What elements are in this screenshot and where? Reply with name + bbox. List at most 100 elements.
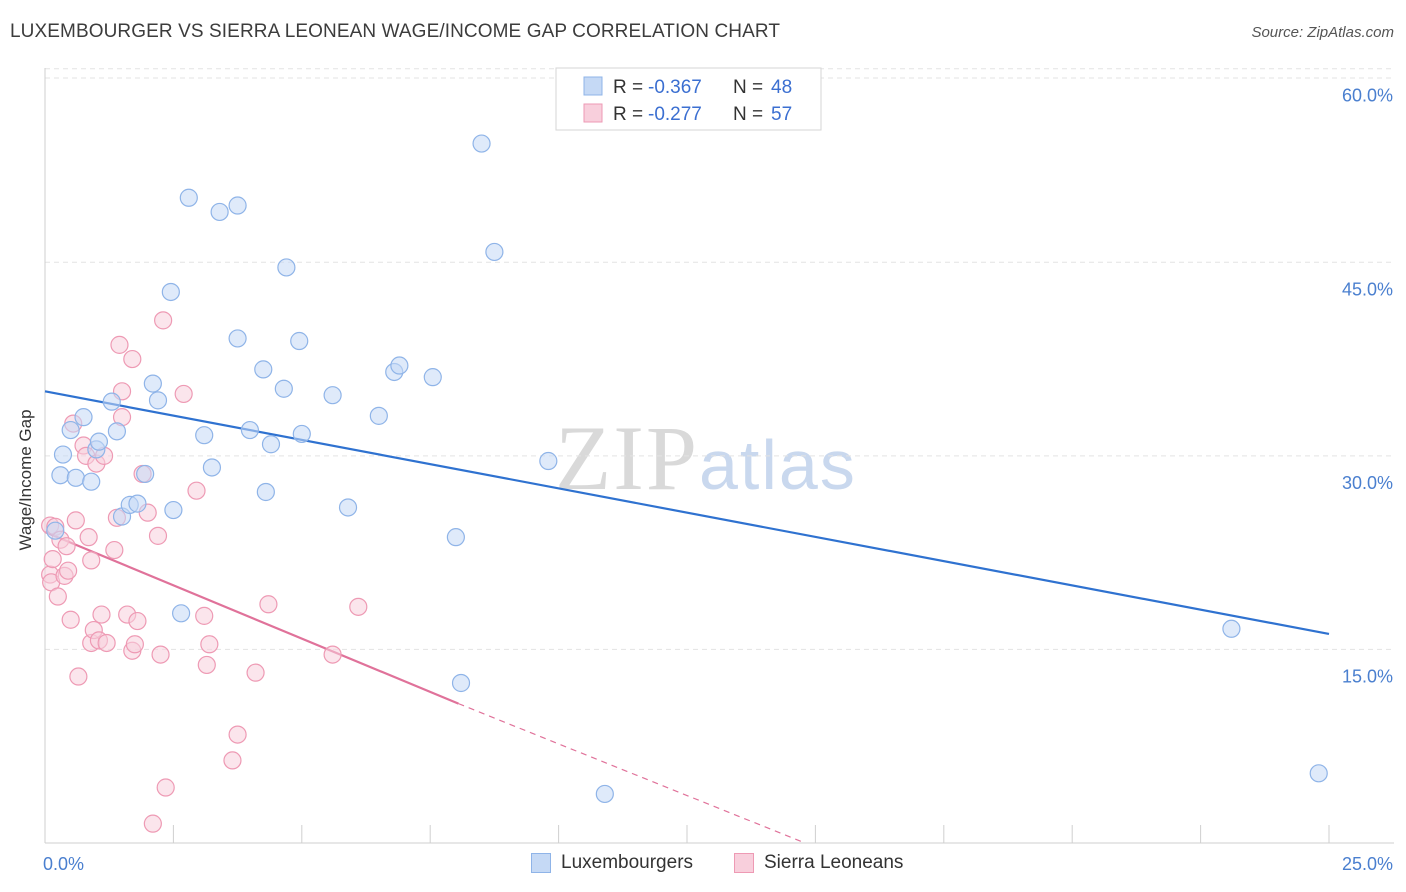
point-luxembourgers-46 (1222, 619, 1241, 638)
point-luxembourgers-14 (136, 464, 155, 484)
point-sierra-leoneans-49 (246, 663, 265, 682)
trend-line-sierra-leoneans (44, 530, 459, 705)
point-sierra-leoneans-40 (154, 311, 173, 330)
point-luxembourgers-6 (82, 472, 101, 491)
point-luxembourgers-29 (261, 435, 281, 454)
point-sierra-leoneans-44 (195, 606, 214, 625)
point-sierra-leoneans-46 (200, 635, 219, 654)
point-luxembourgers-31 (277, 258, 296, 277)
point-luxembourgers-35 (338, 498, 358, 517)
point-luxembourgers-1 (51, 466, 70, 485)
legend-n-label-1: N = (733, 104, 763, 125)
point-luxembourgers-19 (172, 604, 191, 623)
legend-label-luxembourgers: Luxembourgers (561, 852, 694, 873)
trend-line-luxembourgers (44, 390, 1330, 636)
point-luxembourgers-34 (323, 386, 342, 405)
y-tick-label-15: 15.0% (1342, 666, 1393, 686)
y-tick-label-30: 30.0% (1342, 473, 1393, 493)
point-sierra-leoneans-3 (43, 549, 62, 569)
point-luxembourgers-2 (53, 445, 73, 464)
legend-r-value-1: -0.277 (648, 104, 702, 125)
point-sierra-leoneans-13 (69, 667, 88, 686)
point-luxembourgers-27 (254, 360, 273, 379)
legend-item-luxembourgers: Luxembourgers (531, 852, 693, 874)
legend-r-label-1: R = (613, 104, 643, 125)
point-sierra-leoneans-41 (156, 778, 175, 797)
point-sierra-leoneans-39 (151, 645, 170, 664)
correlation-legend: R = -0.367 N = 48 R = -0.277 N = 57 (555, 67, 822, 131)
legend-swatch-sierra-leoneans (734, 853, 754, 873)
point-luxembourgers-13 (128, 494, 147, 513)
point-sierra-leoneans-48 (228, 725, 247, 744)
series-legend: Luxembourgers Sierra Leoneans (0, 852, 1406, 878)
point-sierra-leoneans-25 (105, 540, 124, 560)
point-sierra-leoneans-50 (259, 595, 278, 614)
point-sierra-leoneans-33 (125, 635, 144, 654)
point-sierra-leoneans-16 (79, 528, 98, 547)
point-sierra-leoneans-38 (148, 526, 168, 545)
point-sierra-leoneans-37 (143, 814, 162, 833)
point-luxembourgers-5 (74, 408, 93, 427)
point-luxembourgers-30 (274, 379, 293, 398)
point-luxembourgers-8 (89, 432, 109, 451)
point-luxembourgers-41 (451, 673, 471, 693)
point-luxembourgers-21 (195, 426, 214, 445)
point-luxembourgers-42 (472, 134, 491, 153)
point-luxembourgers-20 (179, 188, 198, 207)
point-luxembourgers-32 (290, 331, 309, 351)
point-sierra-leoneans-12 (66, 511, 85, 530)
point-luxembourgers-44 (539, 451, 558, 471)
legend-item-sierra-leoneans: Sierra Leoneans (734, 852, 903, 874)
point-sierra-leoneans-24 (97, 633, 116, 653)
point-luxembourgers-9 (102, 392, 121, 411)
legend-swatch-luxembourgers (531, 853, 551, 873)
point-luxembourgers-18 (164, 500, 183, 520)
point-luxembourgers-40 (446, 528, 465, 547)
grid-lines (45, 68, 1394, 650)
point-luxembourgers-39 (423, 368, 442, 387)
trend-line-sierra-leoneans-extension (458, 703, 806, 844)
legend-n-value-0: 48 (771, 77, 792, 98)
legend-n-value-1: 57 (771, 104, 792, 125)
point-luxembourgers-22 (202, 458, 222, 477)
point-sierra-leoneans-5 (48, 587, 67, 606)
chart-title: LUXEMBOURGER VS SIERRA LEONEAN WAGE/INCO… (10, 21, 781, 42)
point-sierra-leoneans-45 (197, 655, 216, 675)
watermark-atlas: atlas (699, 426, 857, 504)
data-points (41, 134, 1328, 833)
legend-label-sierra-leoneans: Sierra Leoneans (764, 852, 904, 873)
point-luxembourgers-26 (240, 420, 260, 440)
point-sierra-leoneans-18 (82, 551, 101, 570)
point-sierra-leoneans-8 (57, 537, 76, 556)
y-tick-label-45: 45.0% (1342, 279, 1393, 299)
x-tick-label-max: 25.0% (1342, 854, 1393, 874)
point-luxembourgers-10 (107, 422, 127, 441)
point-luxembourgers-38 (390, 356, 409, 375)
legend-r-value-0: -0.367 (648, 77, 702, 98)
point-luxembourgers-0 (46, 521, 65, 540)
legend-swatch-0 (583, 76, 603, 96)
legend-swatch-1 (583, 103, 603, 123)
point-luxembourgers-15 (143, 374, 162, 393)
point-luxembourgers-25 (228, 329, 247, 348)
point-luxembourgers-28 (256, 482, 275, 502)
trend-lines (44, 390, 1330, 844)
point-luxembourgers-16 (148, 391, 168, 410)
point-luxembourgers-36 (369, 406, 388, 425)
point-sierra-leoneans-52 (349, 597, 368, 616)
point-luxembourgers-45 (595, 784, 614, 804)
point-sierra-leoneans-51 (323, 645, 342, 664)
point-sierra-leoneans-43 (187, 481, 206, 500)
source-label: Source: ZipAtlas.com (1251, 24, 1394, 41)
point-luxembourgers-4 (66, 468, 85, 487)
point-luxembourgers-24 (228, 196, 247, 215)
point-sierra-leoneans-32 (123, 349, 142, 369)
point-sierra-leoneans-47 (223, 751, 242, 770)
tick-labels: 15.0% 30.0% 45.0% 60.0% 0.0% 25.0% (43, 86, 1393, 874)
legend-r-label-0: R = (613, 77, 643, 98)
point-sierra-leoneans-42 (174, 384, 193, 404)
point-luxembourgers-17 (161, 282, 180, 302)
x-tick-label-min: 0.0% (43, 854, 84, 874)
point-luxembourgers-23 (210, 202, 229, 222)
